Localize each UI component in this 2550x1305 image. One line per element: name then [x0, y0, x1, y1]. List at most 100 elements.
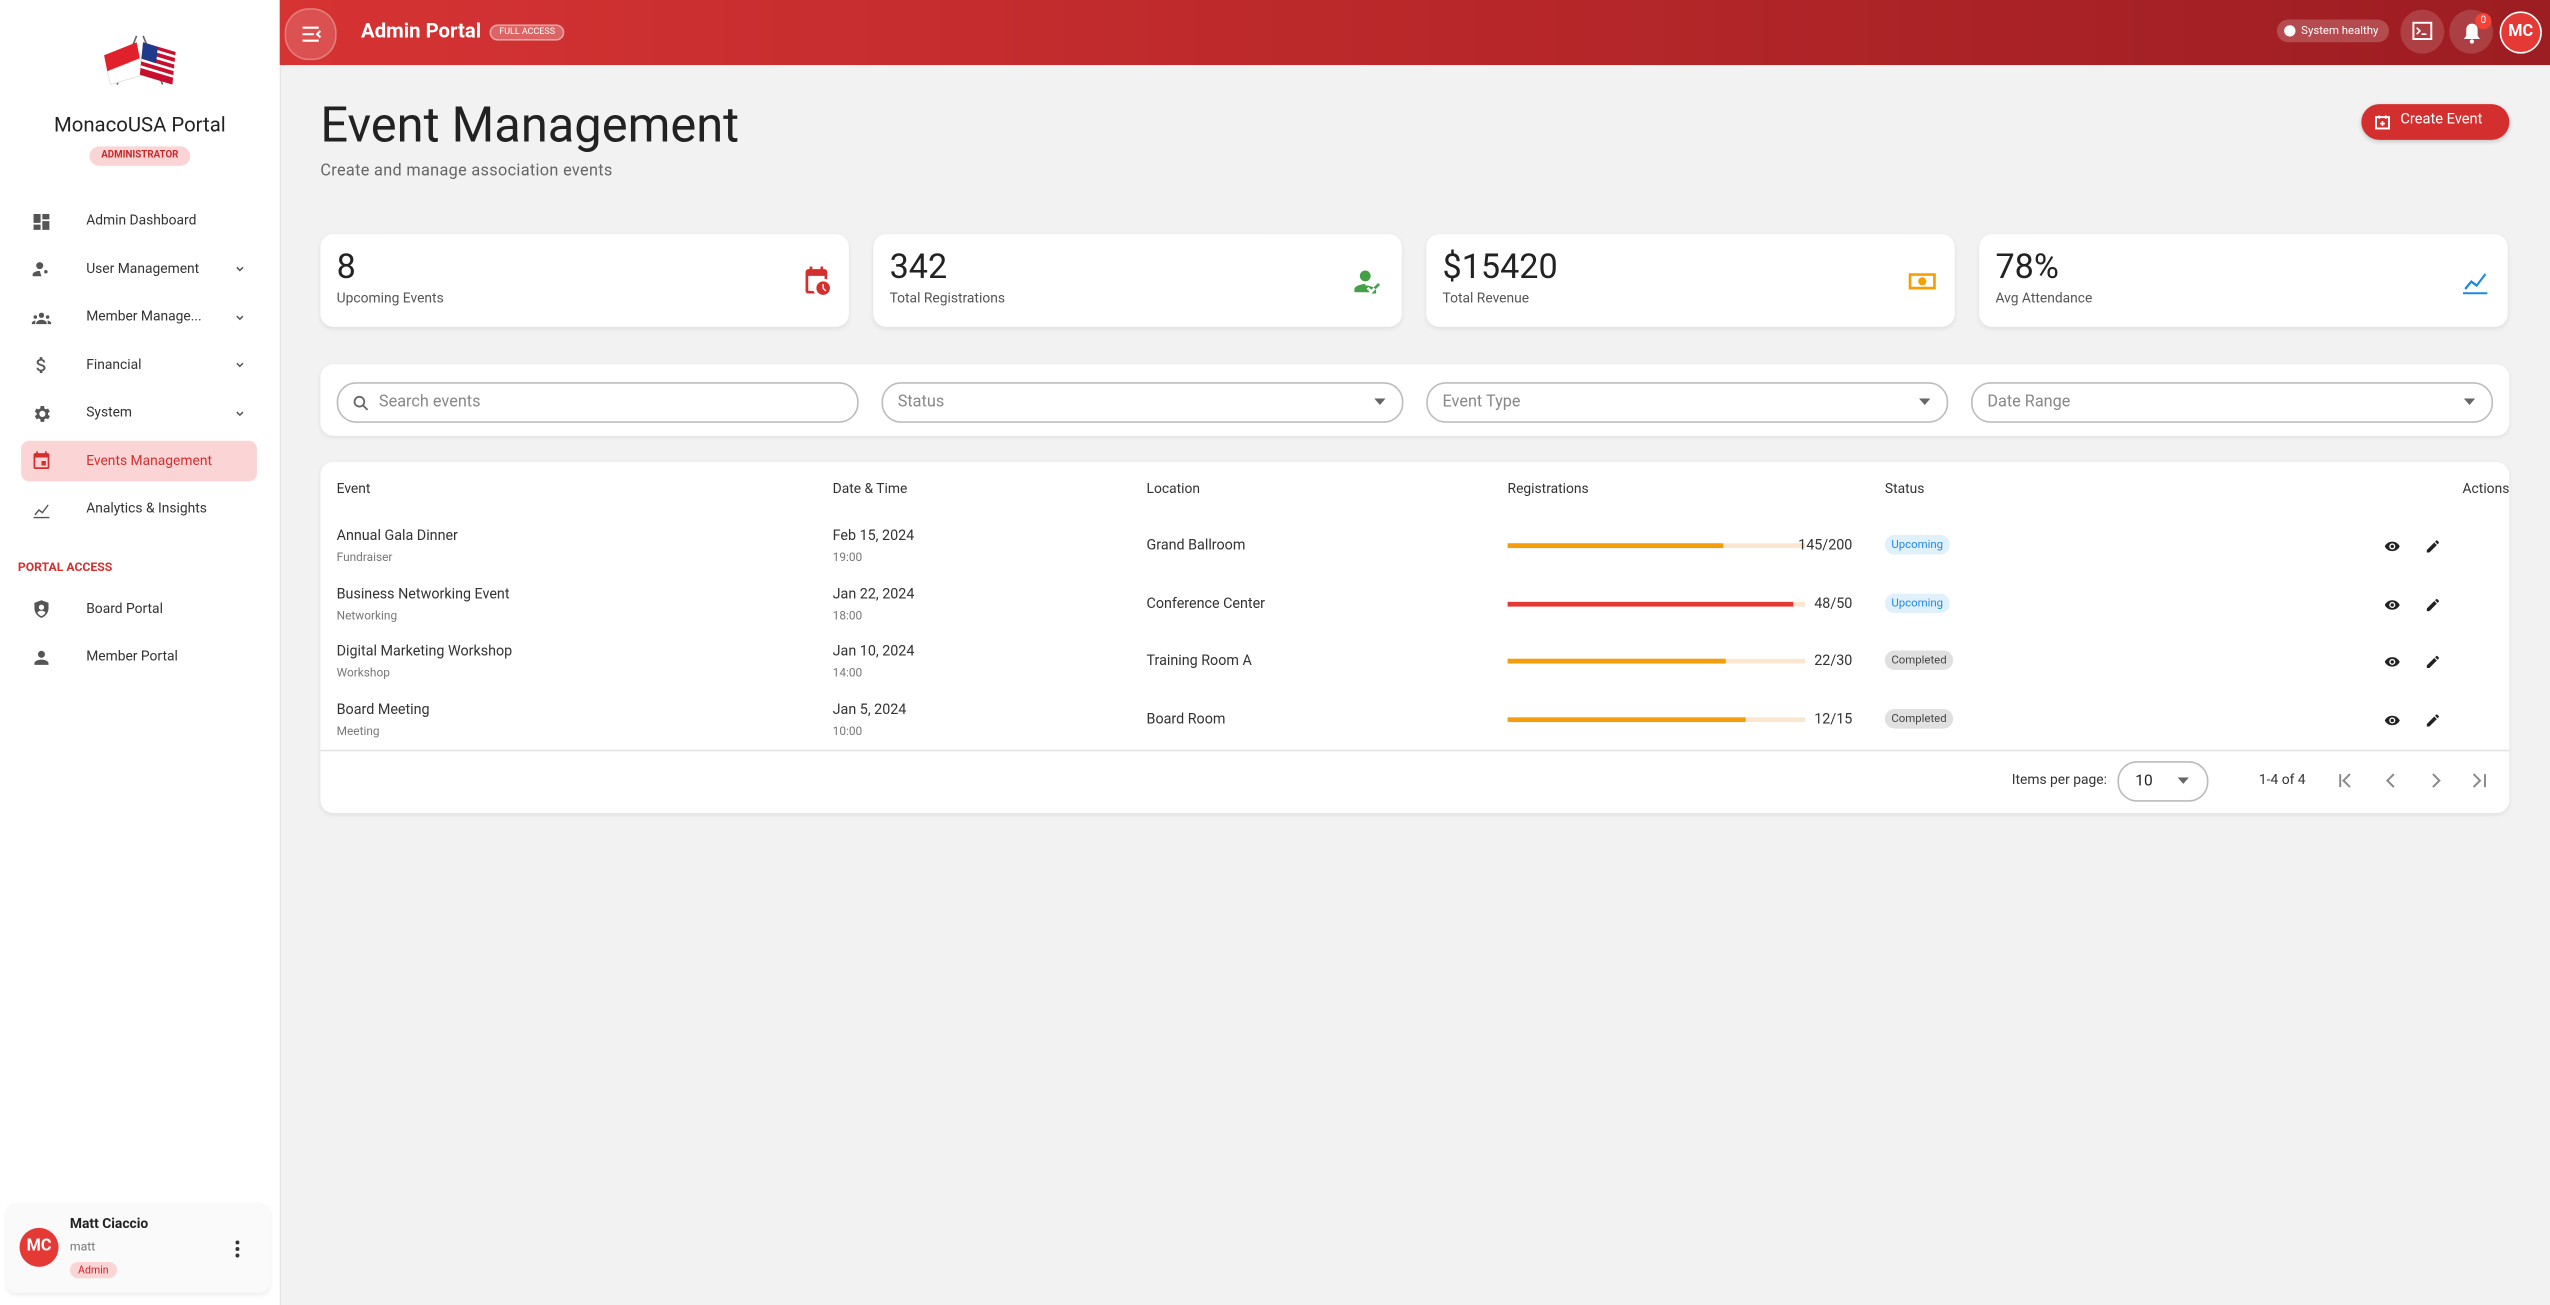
event-location: Board Room — [1146, 711, 1226, 729]
icon-path — [33, 213, 50, 230]
view-button[interactable] — [2384, 596, 2400, 612]
portal-link[interactable]: Board Portal — [21, 589, 257, 630]
nav-item[interactable]: System — [21, 393, 257, 434]
icon-path — [2463, 273, 2488, 295]
event-time: 19:00 — [832, 549, 863, 565]
nav-label: Financial — [86, 356, 142, 374]
event-type: Meeting — [336, 723, 380, 739]
user-role: Admin — [69, 1261, 117, 1279]
filter-placeholder: Search events — [378, 393, 481, 412]
event-type: Fundraiser — [336, 549, 393, 565]
filter-placeholder: Event Type — [1442, 393, 1521, 412]
icon-path — [2384, 715, 2400, 725]
portal-label: Member Portal — [86, 648, 178, 666]
icon-path — [2426, 714, 2440, 727]
button-label: Create Event — [2400, 112, 2483, 129]
view-button[interactable] — [2384, 538, 2400, 554]
registration-bar — [1507, 716, 1806, 722]
events-table — [320, 461, 2510, 814]
edit-button[interactable] — [2425, 712, 2441, 728]
icon-path — [32, 262, 48, 277]
user-menu[interactable] — [231, 1239, 244, 1259]
icon-path — [2426, 656, 2440, 669]
access-badge: FULL ACCESS — [489, 24, 565, 41]
filter-placeholder: Status — [897, 393, 945, 412]
stat-label: Total Revenue — [1442, 291, 1530, 308]
nav-item[interactable]: Member Manage... — [21, 297, 257, 338]
menu-toggle[interactable] — [284, 8, 337, 61]
notifications-button[interactable]: 0 — [2449, 9, 2494, 54]
icon-path — [36, 357, 46, 374]
nav-icon — [32, 262, 48, 277]
icon-path — [34, 600, 49, 618]
top-avatar[interactable]: MC — [2499, 11, 2542, 54]
filter-field[interactable]: Date Range — [1971, 382, 2494, 423]
nav-label: Analytics & Insights — [86, 500, 207, 518]
icon-path — [33, 503, 50, 518]
nav-chevron — [236, 314, 244, 320]
event-type: Networking — [336, 607, 398, 623]
logo-flags — [104, 35, 177, 86]
chevron — [236, 410, 244, 416]
bar-fill — [1507, 543, 1724, 549]
registration-bar — [1507, 658, 1806, 664]
status-chip: Completed — [1884, 708, 1954, 729]
sidebar: MonacoUSA Portal ADMINISTRATOR PORTAL AC… — [0, 0, 282, 1305]
nav-label: Admin Dashboard — [86, 213, 197, 230]
dropdown-arrow — [1374, 398, 1386, 405]
nav-item[interactable]: Admin Dashboard — [21, 201, 257, 242]
view-button[interactable] — [2384, 712, 2400, 728]
portal-link[interactable]: Member Portal — [21, 637, 257, 678]
event-time: 10:00 — [832, 723, 863, 739]
nav-item[interactable]: Financial — [21, 345, 257, 386]
chevron — [236, 266, 244, 272]
registration-count: 12/15 — [1814, 711, 1853, 729]
pagination-buttons[interactable] — [2329, 768, 2498, 794]
view-button[interactable] — [2384, 654, 2400, 670]
stat-label: Avg Attendance — [1995, 291, 2093, 308]
edit-button[interactable] — [2425, 596, 2441, 612]
icon-path — [2426, 540, 2440, 553]
status-chip: Upcoming — [1884, 535, 1950, 555]
filter-field[interactable]: Event Type — [1426, 382, 1949, 423]
event-date: Jan 22, 2024 — [832, 586, 915, 603]
stat-icon — [805, 266, 830, 295]
column-header: Actions — [2462, 481, 2510, 498]
event-name: Business Networking Event — [336, 586, 510, 603]
terminal-button[interactable] — [2400, 9, 2445, 54]
arrow — [1919, 398, 1931, 405]
arrow — [2463, 398, 2476, 405]
items-per-page-select[interactable]: 10 — [2117, 761, 2209, 802]
icon-path — [33, 451, 50, 469]
nav-label: System — [86, 404, 133, 422]
column-header: Registrations — [1507, 481, 1589, 498]
event-location: Grand Ballroom — [1146, 538, 1246, 555]
stat-icon — [1908, 273, 1936, 290]
event-time: 14:00 — [832, 665, 863, 681]
event-name: Digital Marketing Workshop — [336, 644, 513, 661]
filter-field[interactable]: Search events — [336, 382, 859, 423]
nav-item[interactable]: Analytics & Insights — [21, 489, 257, 530]
registration-count: 22/30 — [1814, 654, 1853, 671]
nav-item[interactable]: User Management — [21, 249, 257, 290]
dropdown-arrow — [1919, 398, 1931, 405]
column-header: Status — [1884, 481, 1925, 498]
filter-field[interactable]: Status — [881, 382, 1404, 423]
user-username: matt — [69, 1239, 96, 1254]
items-per-page-label: Items per page: — [2011, 772, 2107, 789]
icon-path — [1354, 270, 1381, 294]
user-avatar: MC — [19, 1227, 59, 1267]
chevron — [236, 314, 244, 320]
edit-button[interactable] — [2425, 654, 2441, 670]
chevron — [236, 362, 244, 368]
portal-icon — [34, 600, 49, 618]
nav-label: User Management — [86, 261, 200, 278]
status-chip: Completed — [1884, 650, 1954, 671]
icon-path — [805, 266, 830, 295]
event-location: Conference Center — [1146, 596, 1266, 613]
registration-count: 48/50 — [1814, 596, 1853, 613]
nav-item[interactable]: Events Management — [21, 440, 257, 482]
stat-value: 342 — [889, 248, 948, 288]
edit-button[interactable] — [2425, 538, 2441, 554]
create-event-button[interactable]: Create Event — [2361, 104, 2510, 140]
